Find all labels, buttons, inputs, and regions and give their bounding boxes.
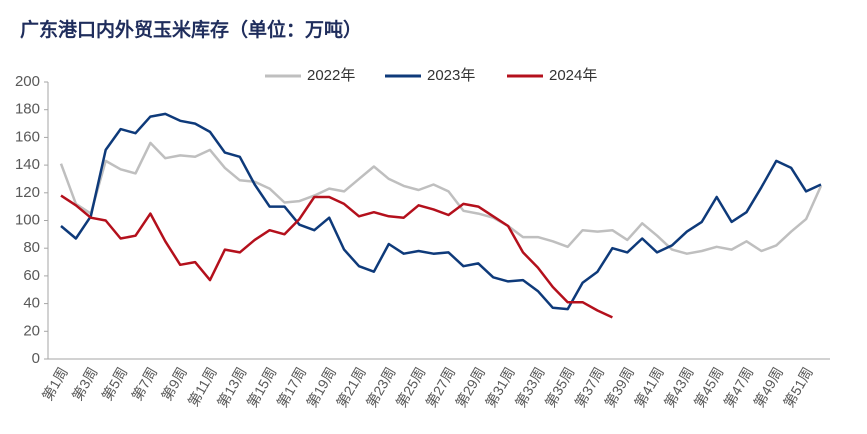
y-tick-label: 200	[15, 73, 40, 90]
legend-label: 2024年	[549, 67, 597, 84]
y-tick-label: 40	[23, 295, 40, 312]
series-line	[60, 112, 822, 311]
y-tick-label: 160	[15, 128, 40, 145]
legend-label: 2023年	[427, 67, 475, 84]
series-line	[60, 194, 613, 319]
legend-label: 2022年	[307, 67, 355, 84]
y-tick-label: 60	[23, 267, 40, 284]
y-tick-label: 120	[15, 184, 40, 201]
y-tick-label: 80	[23, 239, 40, 256]
series-line	[59, 141, 823, 255]
x-tick-label: 第51周	[780, 364, 816, 410]
x-tick-label: 第1周	[39, 364, 71, 403]
x-tick-label: 第9周	[158, 364, 190, 403]
y-tick-label: 100	[15, 211, 40, 228]
y-tick-label: 140	[15, 156, 40, 173]
x-tick-label: 第3周	[69, 364, 101, 403]
x-tick-label: 第5周	[99, 364, 131, 403]
y-tick-label: 0	[32, 350, 40, 367]
chart-title: 广东港口内外贸玉米库存（单位：万吨）	[20, 18, 362, 41]
y-tick-label: 180	[15, 101, 40, 118]
x-tick-label: 第7周	[128, 364, 160, 403]
y-tick-label: 20	[23, 322, 40, 339]
